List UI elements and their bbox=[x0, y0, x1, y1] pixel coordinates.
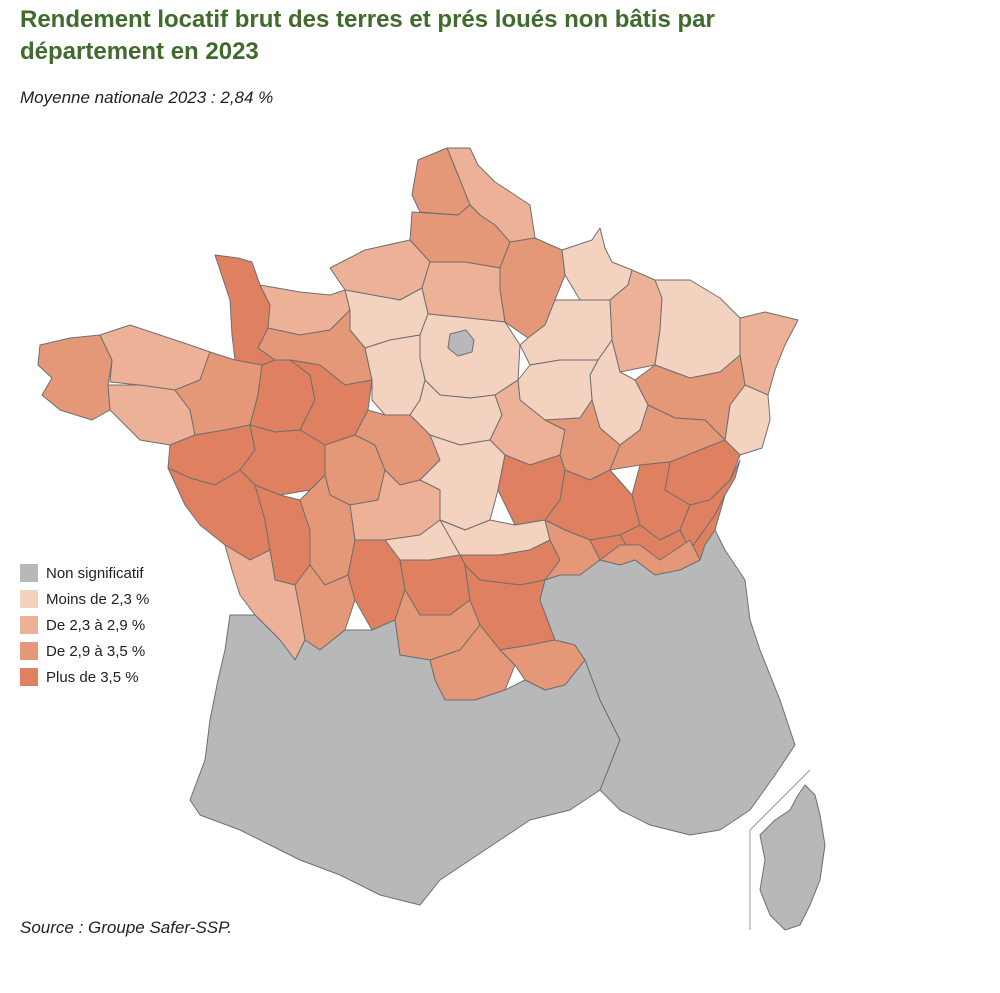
region-south-east bbox=[539, 529, 796, 836]
legend-swatch bbox=[20, 590, 38, 608]
legend-label: Non significatif bbox=[46, 564, 144, 582]
region-ardennes bbox=[561, 227, 633, 301]
map-source: Source : Groupe Safer-SSP. bbox=[20, 918, 232, 937]
map-subtitle: Moyenne nationale 2023 : 2,84 % bbox=[20, 88, 274, 107]
region-paris bbox=[447, 329, 475, 357]
corsica-inset-divider bbox=[749, 769, 811, 930]
legend-item-moins-2-3: Moins de 2,3 % bbox=[20, 586, 220, 612]
region-oise bbox=[421, 261, 506, 323]
legend-item-plus-3-5: Plus de 3,5 % bbox=[20, 664, 220, 690]
region-corse bbox=[759, 784, 826, 931]
legend-swatch bbox=[20, 616, 38, 634]
region-charente bbox=[294, 564, 356, 651]
legend-item-non-significatif: Non significatif bbox=[20, 560, 220, 586]
region-eure-et-loir bbox=[364, 334, 426, 416]
legend-item-2-9-a-3-5: De 2,9 à 3,5 % bbox=[20, 638, 220, 664]
legend-swatch bbox=[20, 668, 38, 686]
legend-item-2-3-a-2-9: De 2,3 à 2,9 % bbox=[20, 612, 220, 638]
region-finistere bbox=[37, 334, 113, 421]
region-bas-rhin bbox=[739, 311, 799, 396]
legend-swatch bbox=[20, 564, 38, 582]
legend-label: Plus de 3,5 % bbox=[46, 668, 139, 686]
legend-label: De 2,9 à 3,5 % bbox=[46, 642, 146, 660]
legend-swatch bbox=[20, 642, 38, 660]
map-legend: Non significatif Moins de 2,3 % De 2,3 à… bbox=[20, 560, 220, 690]
legend-label: De 2,3 à 2,9 % bbox=[46, 616, 146, 634]
region-cotes-d-armor bbox=[99, 324, 211, 391]
region-haute-savoie bbox=[679, 459, 741, 551]
legend-label: Moins de 2,3 % bbox=[46, 590, 150, 608]
region-ile-de-france bbox=[419, 313, 521, 399]
map-title: Rendement locatif brut des terres et pré… bbox=[20, 6, 715, 65]
